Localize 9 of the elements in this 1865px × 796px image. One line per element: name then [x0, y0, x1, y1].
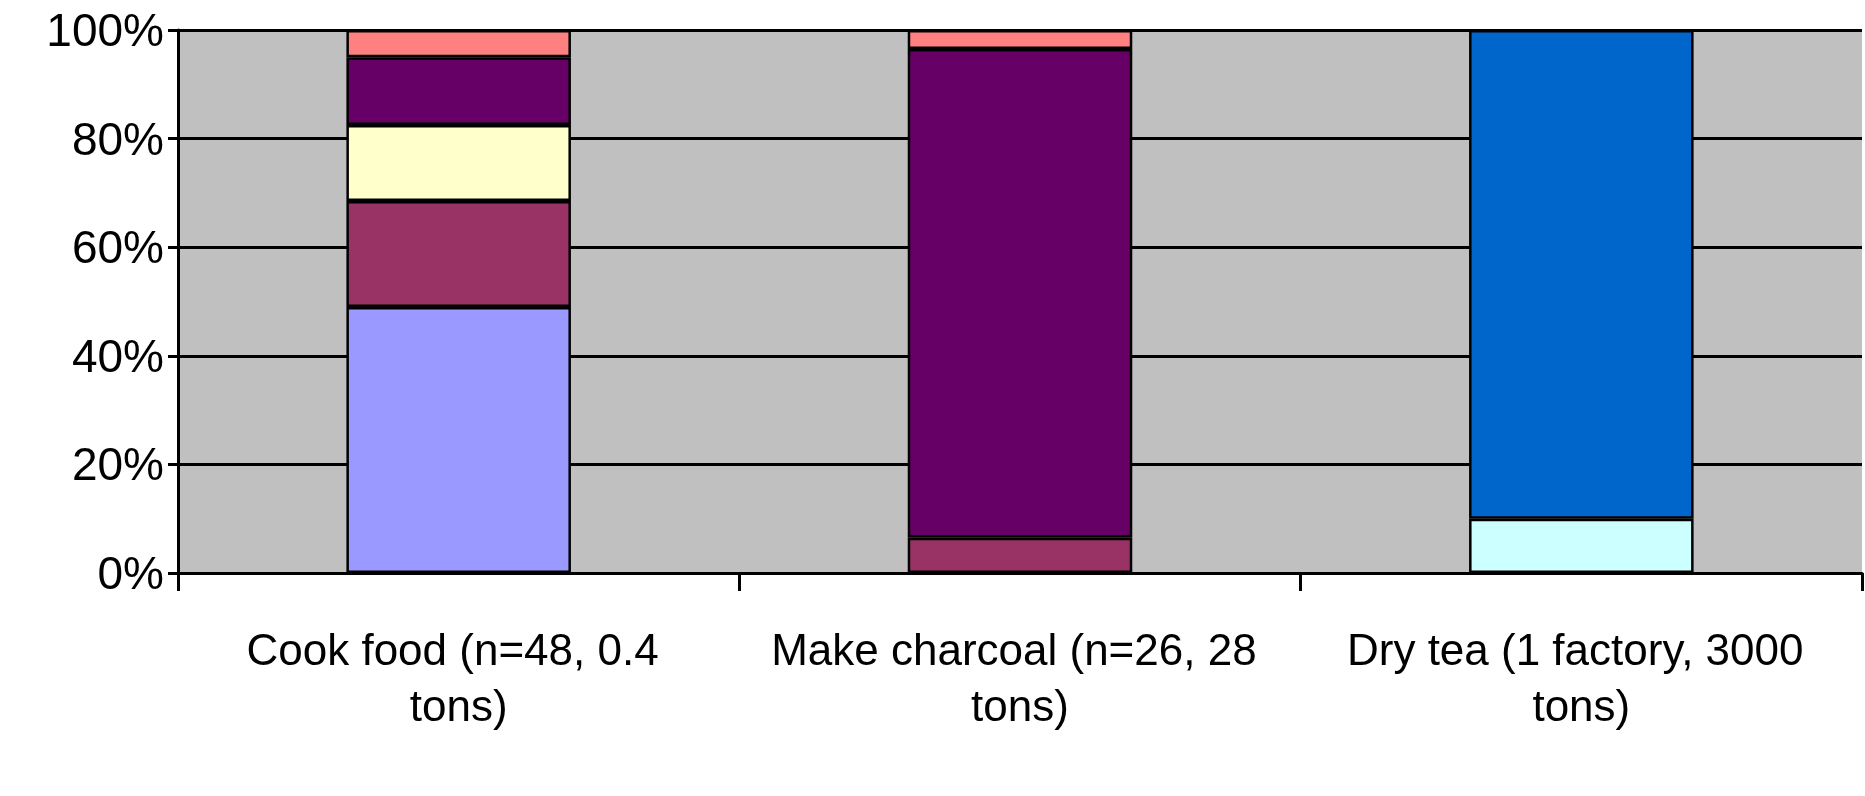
x-tick-label: Dry tea (1 factory, 3000 tons): [1346, 624, 1816, 730]
y-tick-label: 60%: [71, 221, 164, 274]
y-tick-label: 0%: [97, 547, 164, 599]
x-tick-label: Cook food (n=48, 0.4 tons): [246, 624, 671, 730]
y-tick-label: 80%: [71, 112, 164, 165]
y-tick-label: 40%: [71, 329, 164, 382]
y-tick-label: 20%: [71, 438, 164, 491]
y-tick-label: 100%: [46, 4, 164, 56]
x-tick-label: Make charcoal (n=26, 28 tons): [771, 624, 1269, 730]
